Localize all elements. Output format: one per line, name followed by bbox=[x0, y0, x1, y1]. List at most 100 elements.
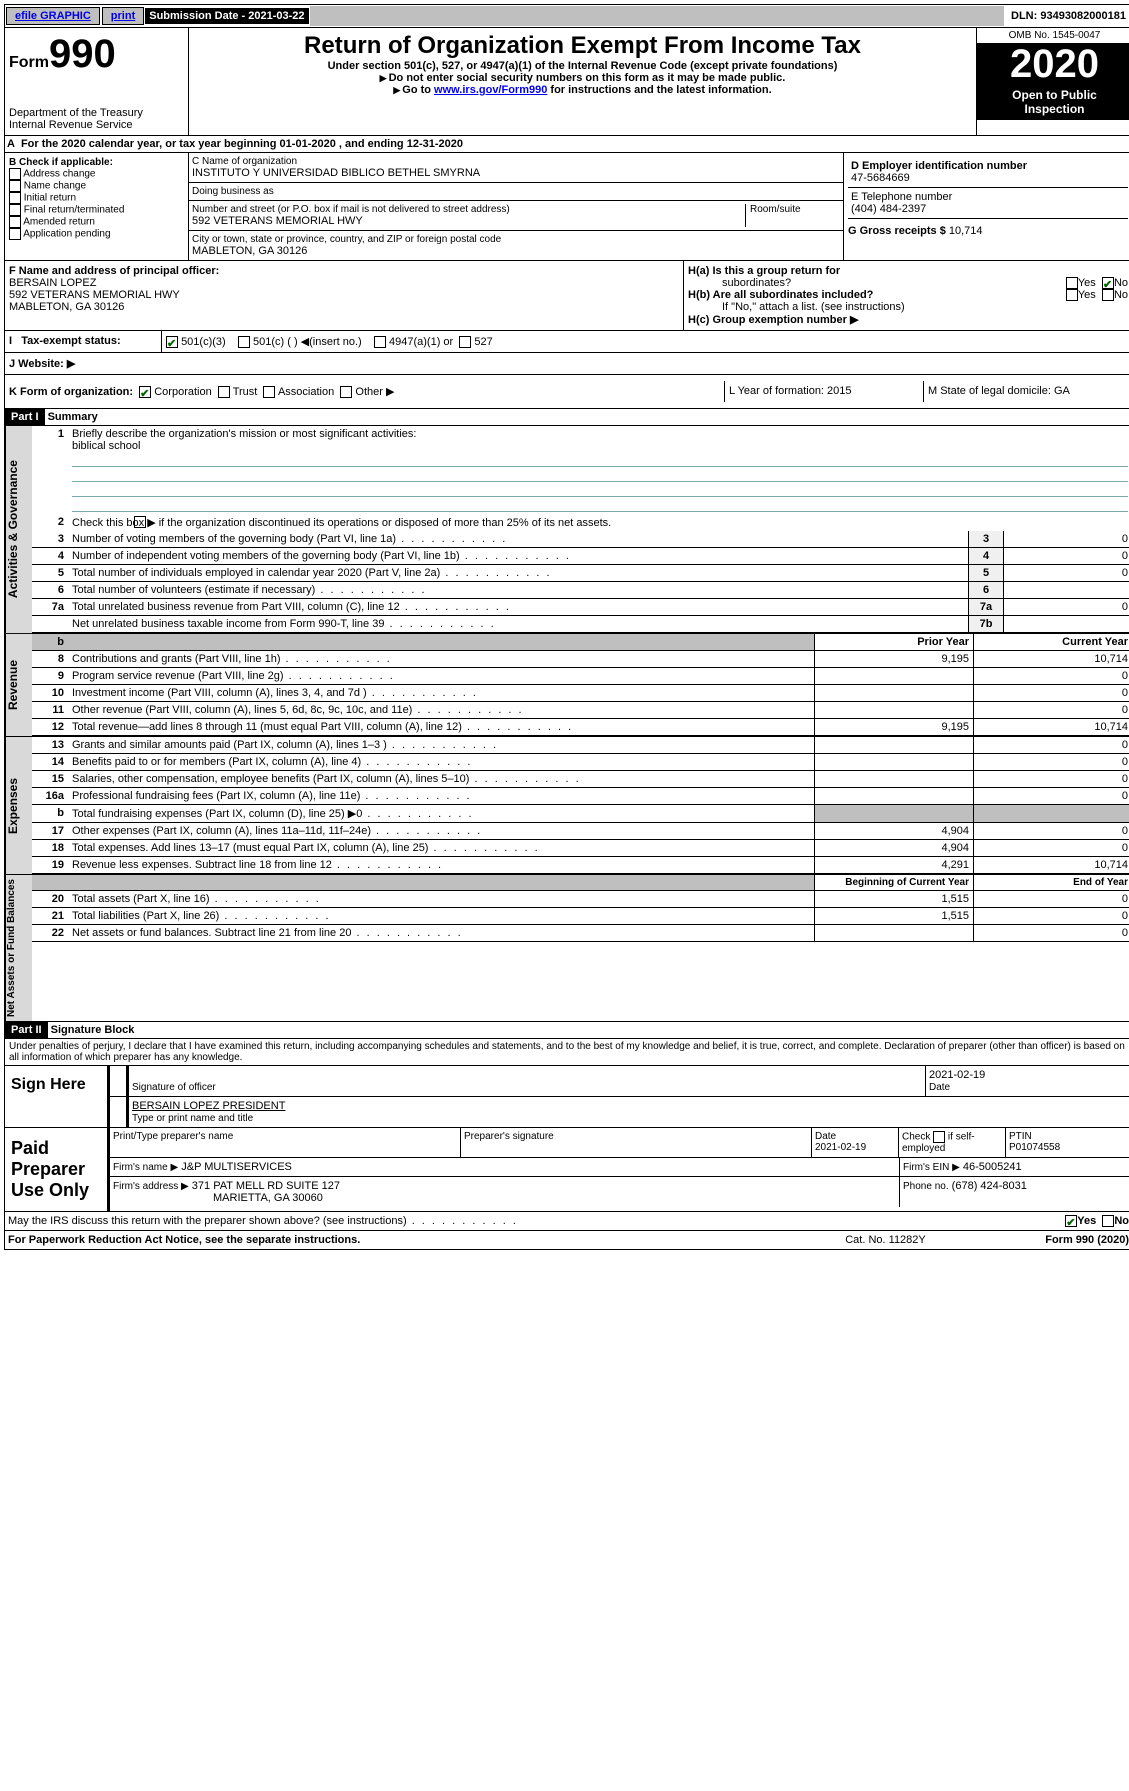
checkbox[interactable] bbox=[9, 228, 21, 240]
begin-year-hdr: Beginning of Current Year bbox=[814, 875, 973, 890]
firm-ein: 46-5005241 bbox=[963, 1161, 1022, 1173]
end-year-hdr: End of Year bbox=[973, 875, 1129, 890]
self-employed-checkbox[interactable] bbox=[933, 1131, 945, 1143]
discuss-yes-checkbox[interactable] bbox=[1065, 1215, 1077, 1227]
discuss-question: May the IRS discuss this return with the… bbox=[8, 1215, 1065, 1227]
opt-527: 527 bbox=[474, 336, 492, 348]
officer-printed-name: BERSAIN LOPEZ PRESIDENT bbox=[132, 1100, 285, 1112]
form-header: Form990 Department of the Treasury Inter… bbox=[4, 28, 1129, 136]
ptin-value: P01074558 bbox=[1009, 1142, 1060, 1153]
form-title: Return of Organization Exempt From Incom… bbox=[193, 32, 972, 60]
submission-date: Submission Date - 2021-03-22 bbox=[145, 8, 308, 24]
hb-ifno: If "No," attach a list. (see instruction… bbox=[688, 301, 1128, 313]
gross-value: 10,714 bbox=[949, 225, 983, 237]
tax-year-range: For the 2020 calendar year, or tax year … bbox=[21, 138, 463, 150]
527-checkbox[interactable] bbox=[459, 336, 471, 348]
dba-label: Doing business as bbox=[192, 186, 840, 197]
officer-name: BERSAIN LOPEZ bbox=[9, 277, 96, 289]
open-inspection: Open to Public Inspection bbox=[977, 84, 1129, 120]
opt-4947: 4947(a)(1) or bbox=[389, 336, 453, 348]
no-label: No bbox=[1114, 289, 1128, 301]
assoc-checkbox[interactable] bbox=[263, 386, 275, 398]
tax-year: 2020 bbox=[977, 44, 1129, 84]
checkbox[interactable] bbox=[9, 192, 21, 204]
netassets-tab: Net Assets or Fund Balances bbox=[5, 875, 32, 1021]
trust-checkbox[interactable] bbox=[218, 386, 230, 398]
dept-treasury: Department of the Treasury bbox=[9, 107, 184, 119]
identity-block: B Check if applicable: Address change Na… bbox=[4, 153, 1129, 261]
firm-ein-label: Firm's EIN ▶ bbox=[903, 1162, 960, 1173]
ptin-label: PTIN bbox=[1009, 1131, 1032, 1142]
hb-no-checkbox[interactable] bbox=[1102, 289, 1114, 301]
prep-date-val: 2021-02-19 bbox=[815, 1142, 866, 1153]
ein-label: D Employer identification number bbox=[851, 160, 1027, 172]
firm-name-label: Firm's name ▶ bbox=[113, 1162, 178, 1173]
street-address: 592 VETERANS MEMORIAL HWY bbox=[192, 215, 745, 227]
governance-tab: Activities & Governance bbox=[5, 426, 32, 633]
print-button[interactable]: print bbox=[102, 7, 144, 25]
firm-name: J&P MULTISERVICES bbox=[181, 1161, 292, 1173]
paperwork-notice: For Paperwork Reduction Act Notice, see … bbox=[8, 1234, 845, 1246]
opt-501c3: 501(c)(3) bbox=[181, 336, 226, 348]
checkbox[interactable] bbox=[9, 180, 21, 192]
discontinued-checkbox[interactable] bbox=[134, 516, 146, 528]
yes-label: Yes bbox=[1078, 289, 1096, 301]
opt-assoc: Association bbox=[278, 386, 334, 398]
opt-other: Other ▶ bbox=[355, 386, 394, 398]
discuss-no-checkbox[interactable] bbox=[1102, 1215, 1114, 1227]
row-a-label: A bbox=[7, 138, 15, 150]
other-checkbox[interactable] bbox=[340, 386, 352, 398]
firm-addr2: MARIETTA, GA 30060 bbox=[113, 1192, 323, 1204]
hb-yes-checkbox[interactable] bbox=[1066, 289, 1078, 301]
org-name: INSTITUTO Y UNIVERSIDAD BIBLICO BETHEL S… bbox=[192, 167, 840, 179]
yes-label: Yes bbox=[1077, 1215, 1096, 1227]
irs-label: Internal Revenue Service bbox=[9, 119, 184, 131]
checkbox[interactable] bbox=[9, 216, 21, 228]
row-k-label: K Form of organization: bbox=[9, 386, 133, 398]
sig-date-label: Date bbox=[929, 1082, 950, 1093]
sig-officer-label: Signature of officer bbox=[132, 1082, 216, 1093]
officer-block: F Name and address of principal officer:… bbox=[4, 261, 1129, 331]
sign-here-block: Sign Here Signature of officer2021-02-19… bbox=[4, 1066, 1129, 1128]
expenses-section: Expenses 13Grants and similar amounts pa… bbox=[4, 737, 1129, 875]
hb-label: H(b) Are all subordinates included? bbox=[688, 289, 1066, 301]
501c-checkbox[interactable] bbox=[238, 336, 250, 348]
state-domicile: M State of legal domicile: GA bbox=[923, 381, 1129, 402]
officer-label: F Name and address of principal officer: bbox=[9, 265, 219, 277]
line2-text: Check this box ▶ if the organization dis… bbox=[72, 517, 611, 529]
corp-checkbox[interactable] bbox=[139, 386, 151, 398]
perjury-declaration: Under penalties of perjury, I declare th… bbox=[4, 1039, 1129, 1066]
printed-name-label: Type or print name and title bbox=[132, 1113, 253, 1124]
governance-section: Activities & Governance 1Briefly describ… bbox=[4, 426, 1129, 634]
form-word: Form bbox=[9, 54, 49, 71]
ha-no-checkbox[interactable] bbox=[1102, 277, 1114, 289]
paid-preparer-block: Paid Preparer Use Only Print/Type prepar… bbox=[4, 1128, 1129, 1212]
efile-link[interactable]: efile GRAPHIC bbox=[6, 7, 100, 25]
netassets-section: Net Assets or Fund Balances Beginning of… bbox=[4, 875, 1129, 1022]
city-state-zip: MABLETON, GA 30126 bbox=[192, 245, 840, 257]
arrow-icon bbox=[380, 72, 389, 84]
part2-title: Signature Block bbox=[51, 1024, 135, 1036]
checkbox[interactable] bbox=[9, 168, 21, 180]
ha-sub: subordinates? bbox=[688, 277, 1066, 289]
firm-addr1: 371 PAT MELL RD SUITE 127 bbox=[192, 1180, 340, 1192]
top-toolbar: efile GRAPHIC print Submission Date - 20… bbox=[4, 4, 1129, 28]
ein-value: 47-5684669 bbox=[851, 172, 1125, 184]
ha-yes-checkbox[interactable] bbox=[1066, 277, 1078, 289]
instructions-link[interactable]: www.irs.gov/Form990 bbox=[434, 84, 547, 96]
room-suite-label: Room/suite bbox=[745, 204, 840, 227]
4947-checkbox[interactable] bbox=[374, 336, 386, 348]
year-formation: L Year of formation: 2015 bbox=[724, 381, 923, 402]
row-i-label: I Tax-exempt status: bbox=[5, 331, 162, 352]
501c3-checkbox[interactable] bbox=[166, 336, 178, 348]
firm-phone: (678) 424-8031 bbox=[952, 1180, 1027, 1192]
mission-value: biblical school bbox=[72, 440, 140, 452]
prior-year-hdr: Prior Year bbox=[814, 634, 973, 650]
no-label: No bbox=[1114, 277, 1128, 289]
officer-city: MABLETON, GA 30126 bbox=[9, 301, 124, 313]
revenue-section: Revenue bPrior YearCurrent Year 8Contrib… bbox=[4, 634, 1129, 737]
checkbox[interactable] bbox=[9, 204, 21, 216]
prep-name-hdr: Print/Type preparer's name bbox=[110, 1128, 461, 1157]
goto-suffix: for instructions and the latest informat… bbox=[547, 84, 771, 96]
row-j-label: J Website: ▶ bbox=[5, 353, 161, 374]
